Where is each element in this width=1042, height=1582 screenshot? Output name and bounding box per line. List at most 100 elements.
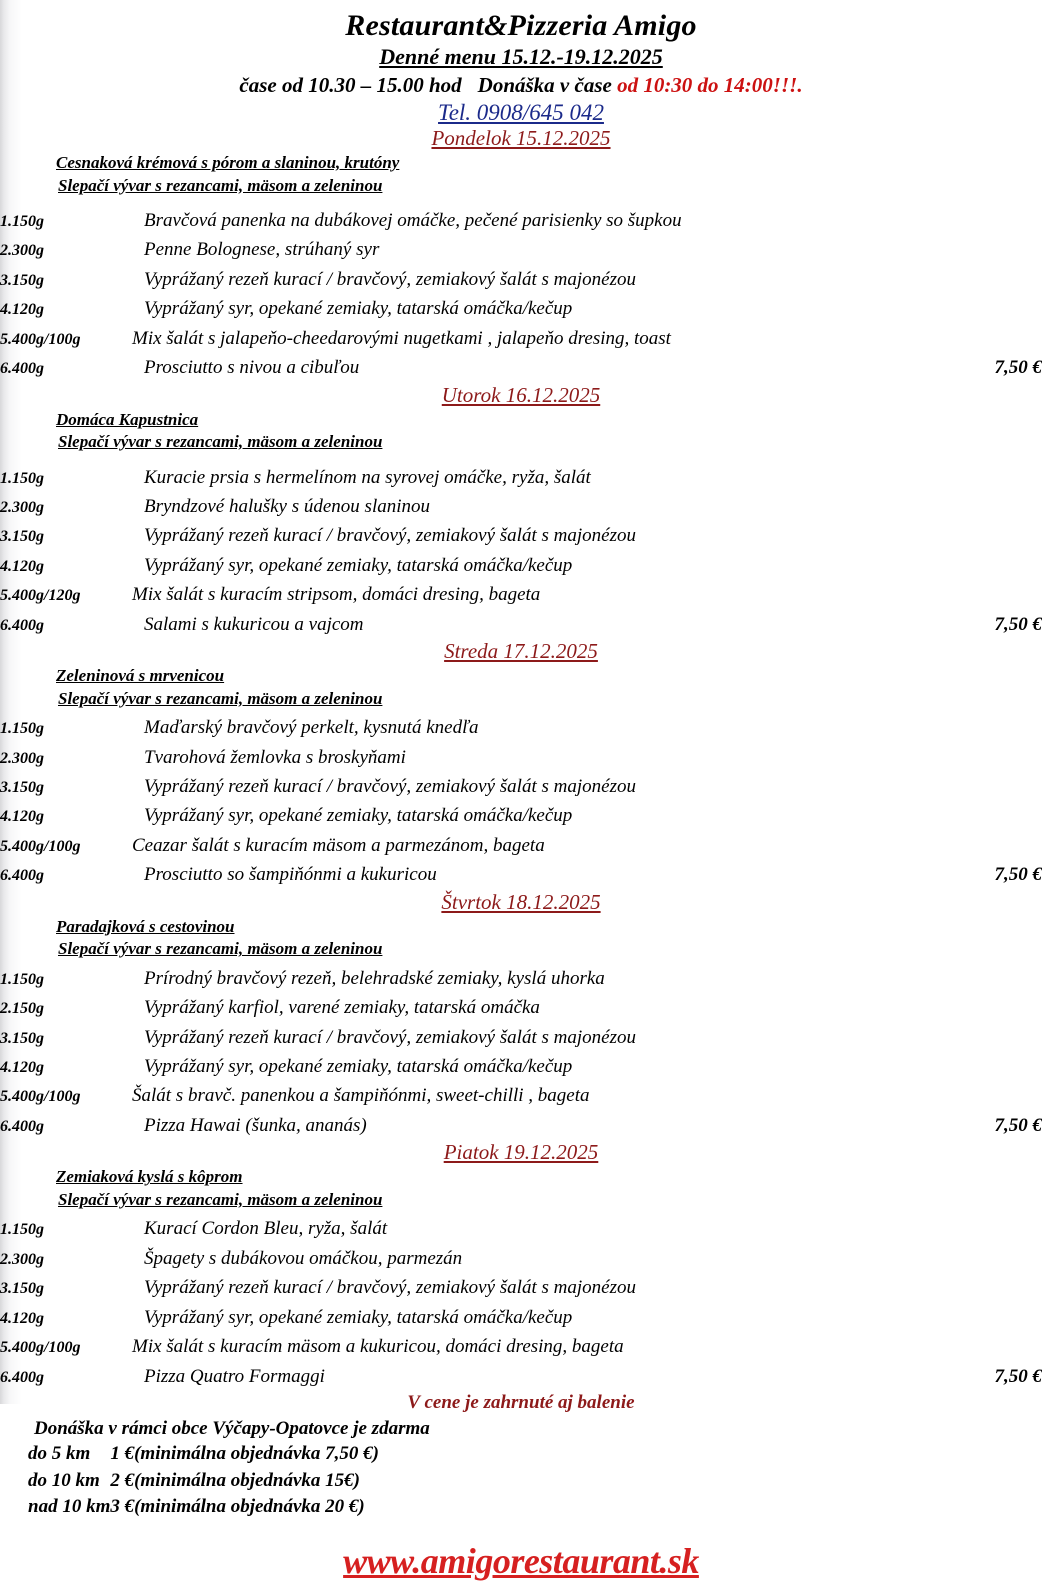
menu-footer: V cene je zahrnuté aj balenie Donáška v … [0, 1392, 1042, 1582]
zone-minimum: (minimálna objednávka 20 €) [134, 1495, 365, 1517]
soup-list-friday: Zemiaková kyslá s kôprom Slepačí vývar s… [0, 1166, 1042, 1211]
table-row: 4.120g Vyprážaný syr, opekané zemiaky, t… [0, 801, 1042, 830]
dish-weight: 3.150g [0, 271, 44, 289]
dish-price [924, 713, 1042, 742]
table-row: 3.150g Vyprážaný rezeň kurací / bravčový… [0, 521, 1042, 550]
table-row: 5.400g/100g Šalát s bravč. panenkou a ša… [0, 1081, 1042, 1110]
dish-weight: 4.120g [0, 1309, 44, 1327]
packaging-note: V cene je zahrnuté aj balenie [407, 1391, 635, 1413]
dish-price [924, 1214, 1042, 1243]
table-row: 3.150g Vyprážaný rezeň kurací / bravčový… [0, 265, 1042, 294]
dish-name: Vyprážaný karfiol, varené zemiaky, tatar… [144, 997, 540, 1019]
dish-name: Bravčová panenka na dubákovej omáčke, pe… [144, 209, 682, 231]
dish-price [924, 1244, 1042, 1273]
table-row: 6.400g Pizza Hawai (šunka, ananás) 7,50 … [0, 1111, 1042, 1140]
dish-weight: 6.400g [0, 616, 44, 634]
table-row: 1.150g Kuracie prsia s hermelínom na syr… [0, 463, 1042, 492]
dish-name: Vyprážaný syr, opekané zemiaky, tatarská… [144, 298, 573, 320]
dish-name: Kuracie prsia s hermelínom na syrovej om… [144, 466, 591, 488]
dish-price: 7,50 € [994, 1365, 1042, 1387]
day-section-friday: Piatok 19.12.2025 Zemiaková kyslá s kôpr… [0, 1140, 1042, 1391]
dish-name: Vyprážaný syr, opekané zemiaky, tatarská… [144, 554, 573, 576]
dish-price [924, 463, 1042, 492]
dish-weight: 5.400g/100g [0, 330, 81, 348]
dish-weight: 6.400g [0, 867, 44, 885]
soup-list-wednesday: Zeleninová s mrvenicou Slepačí vývar s r… [0, 665, 1042, 710]
dish-weight: 2.300g [0, 1250, 44, 1268]
soup-item: Paradajková s cestovinou [56, 916, 235, 936]
zone-fee: 3 € [110, 1495, 135, 1517]
dish-name: Ceazar šalát s kuracím mäsom a parmezáno… [132, 834, 545, 856]
table-row: 5.400g/100g Ceazar šalát s kuracím mäsom… [0, 831, 1042, 860]
phone-number[interactable]: Tel. 0908/645 042 [438, 99, 604, 125]
table-row: 6.400g Prosciutto s nivou a cibuľou 7,50… [0, 353, 1042, 382]
zone-range: do 10 km [28, 1469, 100, 1491]
table-row: 2.300g Tvarohová žemlovka s broskyňami [0, 743, 1042, 772]
table-row: 1.150g Maďarský bravčový perkelt, kysnut… [0, 713, 1042, 742]
zone-fee: 1 € [110, 1443, 135, 1465]
dish-price [924, 265, 1042, 294]
table-row: 4.120g Vyprážaný syr, opekané zemiaky, t… [0, 294, 1042, 323]
table-row: do 10 km 2 € (minimálna objednávka 15€) [28, 1468, 379, 1494]
dish-name: Vyprážaný rezeň kurací / bravčový, zemia… [144, 776, 636, 797]
dish-weight: 6.400g [0, 1368, 44, 1386]
dish-weight: 4.120g [0, 301, 44, 319]
table-row: nad 10 km 3 € (minimálna objednávka 20 €… [28, 1494, 379, 1520]
table-row: 4.120g Vyprážaný syr, opekané zemiaky, t… [0, 1303, 1042, 1332]
zone-range: do 5 km [28, 1443, 91, 1465]
dish-table-thursday: 1.150g Prírodný bravčový rezeň, belehrad… [0, 964, 1042, 1141]
zone-fee: 2 € [110, 1469, 135, 1491]
dish-price: 7,50 € [994, 613, 1042, 635]
zone-minimum: (minimálna objednávka 7,50 €) [134, 1443, 380, 1465]
dish-price [924, 743, 1042, 772]
table-row: 1.150g Prírodný bravčový rezeň, belehrad… [0, 964, 1042, 993]
dish-name: Prosciutto so šampiňónmi a kukuricou [144, 864, 437, 886]
dish-weight: 2.300g [0, 749, 44, 767]
dish-price [924, 831, 1042, 860]
dish-price [924, 1023, 1042, 1052]
table-row: 2.150g Vyprážaný karfiol, varené zemiaky… [0, 993, 1042, 1022]
delivery-window: od 10:30 do 14:00!!!. [617, 73, 803, 98]
table-row: 1.150g Bravčová panenka na dubákovej omá… [0, 206, 1042, 235]
dish-weight: 1.150g [0, 212, 44, 230]
dish-price [924, 1332, 1042, 1361]
dish-name: Vyprážaný rezeň kurací / bravčový, zemia… [144, 268, 636, 290]
dish-weight: 1.150g [0, 469, 44, 487]
dish-price: 7,50 € [994, 1114, 1042, 1136]
dish-price [924, 993, 1042, 1022]
menu-date-range: Denné menu 15.12.-19.12.2025 [379, 44, 663, 70]
dish-weight: 4.120g [0, 808, 44, 826]
free-delivery-note: Donáška v rámci obce Výčapy-Opatovce je … [34, 1417, 430, 1439]
table-row: 3.150g Vyprážaný rezeň kurací / bravčový… [0, 1273, 1042, 1302]
delivery-zone-table: do 5 km 1 € (minimálna objednávka 7,50 €… [28, 1441, 379, 1520]
dish-price [924, 580, 1042, 609]
day-section-monday: Pondelok 15.12.2025 Cesnaková krémová s … [0, 126, 1042, 383]
dish-name: Kurací Cordon Bleu, ryža, šalát [144, 1218, 388, 1240]
dish-price: 7,50 € [994, 357, 1042, 379]
soup-list-thursday: Paradajková s cestovinou Slepačí vývar s… [0, 916, 1042, 961]
dish-price [924, 1081, 1042, 1110]
table-row: 6.400g Pizza Quatro Formaggi 7,50 € [0, 1362, 1042, 1391]
day-heading-monday: Pondelok 15.12.2025 [431, 125, 611, 150]
delivery-label: Donáška v čase [477, 73, 612, 98]
dish-weight: 4.120g [0, 557, 44, 575]
dish-price [924, 801, 1042, 830]
table-row: 3.150g Vyprážaný rezeň kurací / bravčový… [0, 772, 1042, 801]
soup-item: Zeleninová s mrvenicou [56, 666, 225, 686]
table-row: 2.300g Penne Bolognese, strúhaný syr [0, 235, 1042, 264]
table-row: 5.400g/120g Mix šalát s kuracím stripsom… [0, 580, 1042, 609]
dish-name: Prírodný bravčový rezeň, belehradské zem… [144, 967, 605, 989]
table-row: 2.300g Špagety s dubákovou omáčkou, parm… [0, 1244, 1042, 1273]
dish-price [924, 206, 1042, 235]
soup-item: Zemiaková kyslá s kôprom [56, 1167, 243, 1187]
dish-weight: 6.400g [0, 360, 44, 378]
table-row: 3.150g Vyprážaný rezeň kurací / bravčový… [0, 1023, 1042, 1052]
day-heading-tuesday: Utorok 16.12.2025 [441, 382, 601, 407]
dish-price: 7,50 € [994, 864, 1042, 886]
website-link[interactable]: www.amigorestaurant.sk [343, 1541, 699, 1582]
dish-table-tuesday: 1.150g Kuracie prsia s hermelínom na syr… [0, 463, 1042, 640]
dish-weight: 1.150g [0, 970, 44, 988]
soup-item: Slepačí vývar s rezancami, mäsom a zelen… [58, 432, 383, 452]
dish-weight: 3.150g [0, 1029, 44, 1047]
dish-weight: 3.150g [0, 779, 44, 796]
